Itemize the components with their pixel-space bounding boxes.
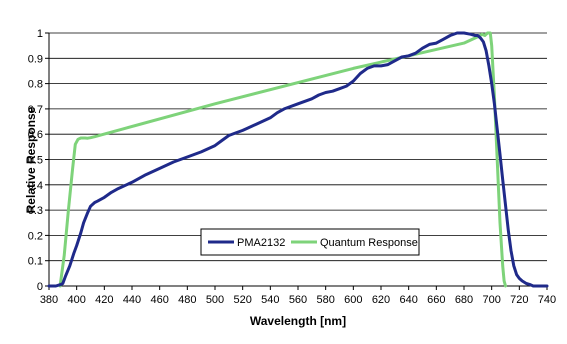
legend-label-pma2132: PMA2132 [237, 237, 285, 249]
y-tick-label: 0.6 [28, 129, 43, 141]
x-tick-label: 520 [233, 294, 251, 306]
x-tick-label: 480 [178, 294, 196, 306]
x-tick-label: 380 [40, 294, 58, 306]
x-tick-label: 400 [67, 294, 85, 306]
x-tick-label: 660 [427, 294, 445, 306]
series-line-pma2132 [47, 31, 549, 288]
x-tick-label: 600 [344, 294, 362, 306]
y-tick-label: 1 [37, 28, 43, 40]
series-layer [47, 31, 549, 288]
x-tick-label: 560 [289, 294, 307, 306]
y-tick-label: 0.3 [28, 205, 43, 217]
y-tick-label: 0.9 [28, 53, 43, 65]
y-tick-labels: 0 0.1 0.2 0.3 0.4 0.5 0.6 0.7 0.8 0.9 1 [28, 28, 43, 293]
x-tick-label: 540 [261, 294, 279, 306]
axes-layer [45, 32, 548, 290]
y-tick-label: 0.2 [28, 230, 43, 242]
x-tick-label: 740 [538, 294, 556, 306]
x-tick-label: 680 [455, 294, 473, 306]
y-tick-label: 0.7 [28, 104, 43, 116]
y-axis-title: Relative Response [24, 106, 38, 213]
y-tick-label: 0.4 [28, 180, 43, 192]
x-tick-label: 420 [95, 294, 113, 306]
x-tick-label: 440 [123, 294, 141, 306]
x-tick-label: 460 [150, 294, 168, 306]
x-tick-labels: 380 400 420 440 460 480 500 520 540 560 580 600 620 6… [40, 294, 556, 306]
grid-layer [49, 32, 547, 262]
y-tick-label: 0.8 [28, 79, 43, 91]
y-tick-label: 0.1 [28, 256, 43, 268]
legend: PMA2132 Quantum Response [200, 228, 420, 256]
y-axis-title-group: Relative Response [24, 106, 38, 213]
x-tick-label: 640 [399, 294, 417, 306]
y-tick-label: 0.5 [28, 155, 43, 167]
x-tick-label: 500 [206, 294, 224, 306]
legend-label-quantum-response: Quantum Response [320, 237, 418, 249]
x-tick-label: 620 [372, 294, 390, 306]
x-tick-label: 720 [510, 294, 528, 306]
x-axis-title: Wavelength [nm] [250, 314, 346, 328]
x-tick-label: 580 [316, 294, 334, 306]
x-tick-label: 700 [482, 294, 500, 306]
y-tick-label: 0 [37, 281, 43, 293]
